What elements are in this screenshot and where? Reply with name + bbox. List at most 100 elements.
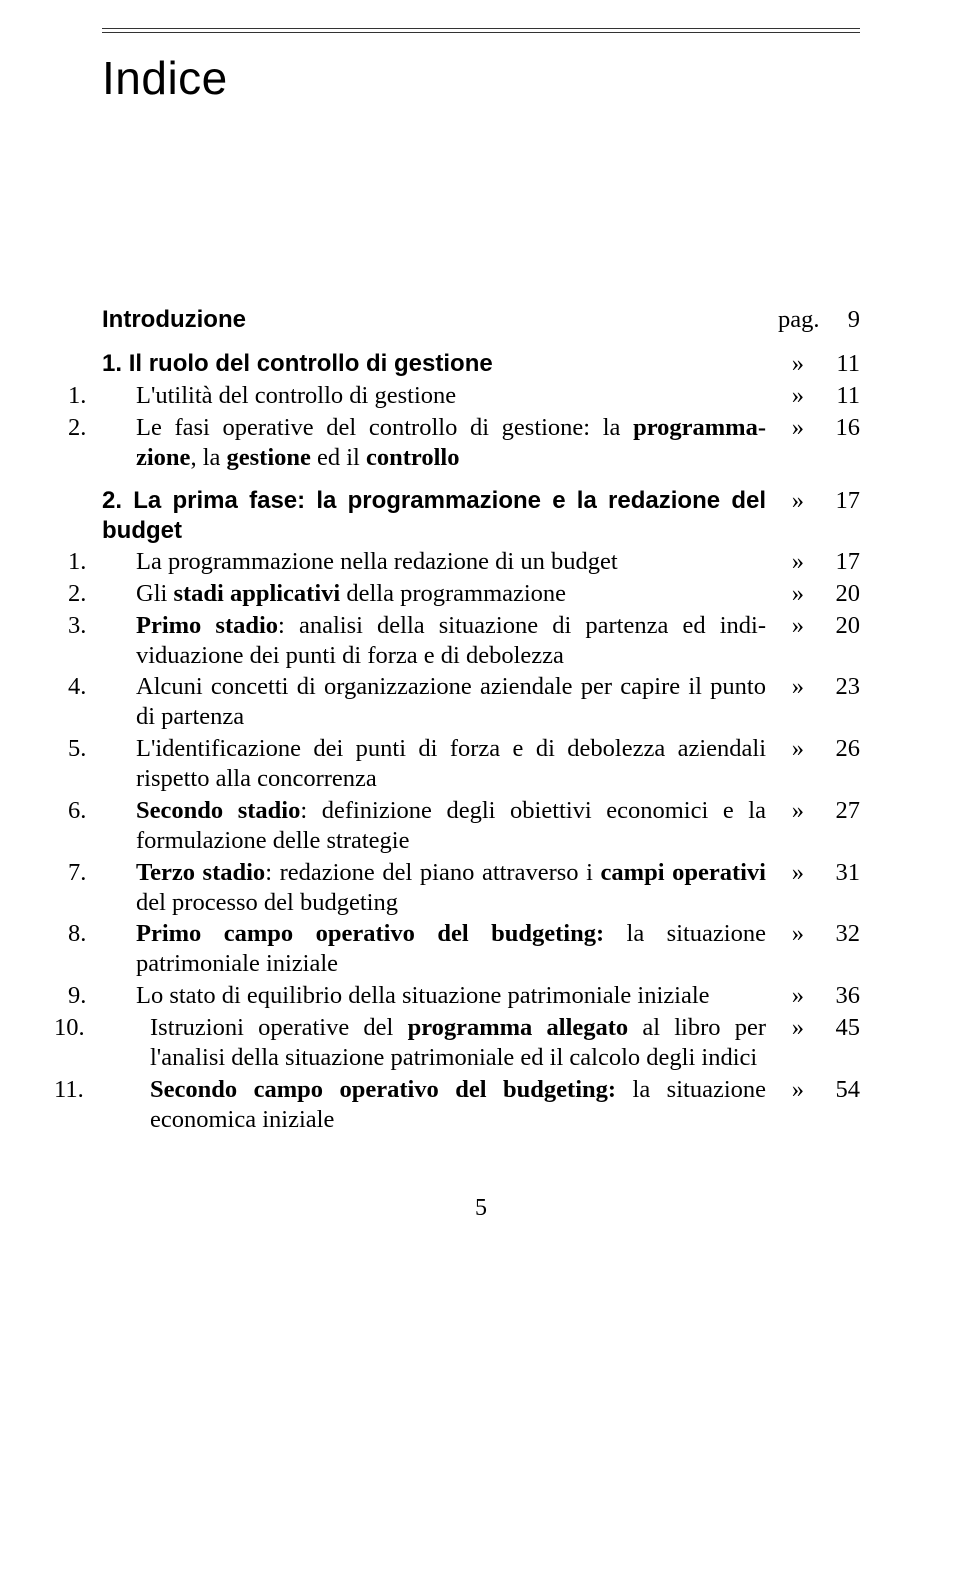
toc-entry: 1.L'utilità del controllo di gestione » …	[102, 381, 860, 411]
toc-entry-bold: stadi applicativi	[173, 580, 340, 607]
toc-entry-label: 1.L'utilità del controllo di gestione	[102, 381, 778, 411]
table-of-contents: Introduzione pag. 9 1. Il ruolo del cont…	[102, 305, 860, 1135]
toc-intro-sep: pag.	[778, 305, 812, 335]
toc-entry-sep: »	[778, 611, 812, 641]
toc-intro-row: Introduzione pag. 9	[102, 305, 860, 335]
toc-entry-label: 7.Terzo stadio: redazione del piano attr…	[102, 858, 778, 918]
toc-entry-sep: »	[778, 796, 812, 826]
toc-entry-bold: Primo stadio	[136, 612, 278, 639]
toc-entry-sep: »	[778, 1013, 812, 1043]
toc-entry-page: 45	[812, 1013, 860, 1043]
toc-entry: 2.Le fasi operative del controllo di ges…	[102, 413, 860, 473]
toc-entry: 1.La programmazione nella redazione di u…	[102, 547, 860, 577]
toc-ch1-page: 11	[812, 349, 860, 379]
toc-entry-text: Alcuni concetti di organizzazione aziend…	[136, 673, 766, 730]
toc-ch2-num: 2.	[102, 487, 122, 514]
toc-chapter1-label: 1. Il ruolo del controllo di gestione	[102, 349, 778, 378]
toc-entry-page: 32	[812, 919, 860, 949]
toc-entry: 7.Terzo stadio: redazione del piano attr…	[102, 858, 860, 918]
toc-entry-text-mid: , la	[190, 444, 226, 471]
toc-entry-label: 5.L'identificazione dei punti di forza e…	[102, 734, 778, 794]
toc-entry-num: 7.	[102, 858, 136, 888]
toc-entry-num: 2.	[102, 413, 136, 443]
toc-entry-bold: controllo	[366, 444, 459, 471]
toc-entry-bold: programma allegato	[408, 1014, 629, 1041]
toc-chapter2-row: 2. La prima fase: la programmazione e la…	[102, 486, 860, 545]
toc-entry-text: Lo stato di equilibrio della situazione …	[136, 982, 710, 1009]
page-title: Indice	[102, 51, 860, 105]
toc-entry-page: 36	[812, 981, 860, 1011]
toc-entry-sep: »	[778, 413, 812, 443]
toc-ch1-sep: »	[778, 349, 812, 379]
toc-entry-page: 11	[812, 381, 860, 411]
toc-chapter1-row: 1. Il ruolo del controllo di gestione » …	[102, 349, 860, 379]
top-rule-2	[102, 32, 860, 33]
toc-entry-text-pre: Istruzioni operative del	[150, 1014, 408, 1041]
document-page: Indice Introduzione pag. 9 1. Il ruolo d…	[0, 0, 960, 1262]
toc-entry-label: 2.Le fasi operative del controllo di ges…	[102, 413, 778, 473]
toc-entry-sep: »	[778, 672, 812, 702]
toc-entry-label: 10.Istruzioni operative del programma al…	[102, 1013, 778, 1073]
footer-page-number: 5	[102, 1195, 860, 1222]
toc-ch2-sep: »	[778, 486, 812, 516]
toc-entry-sep: »	[778, 981, 812, 1011]
toc-entry-text-post: della programmazione	[340, 580, 566, 607]
toc-entry-text-pre: Le fasi operative del controllo di gesti…	[136, 414, 633, 441]
toc-entry-page: 17	[812, 547, 860, 577]
toc-entry-num: 6.	[102, 796, 136, 826]
toc-entry: 8.Primo campo operativo del budgeting: l…	[102, 919, 860, 979]
toc-ch2-title: La prima fase: la programmazione e la re…	[102, 487, 766, 543]
toc-entry-page: 20	[812, 579, 860, 609]
toc-entry: 9.Lo stato di equilibrio della situazion…	[102, 981, 860, 1011]
toc-entry-num: 5.	[102, 734, 136, 764]
toc-entry-label: 3.Primo stadio: analisi della situazione…	[102, 611, 778, 671]
toc-entry-page: 20	[812, 611, 860, 641]
toc-entry: 3.Primo stadio: analisi della situazione…	[102, 611, 860, 671]
toc-entry: 2.Gli stadi applicativi della programmaz…	[102, 579, 860, 609]
toc-entry-num: 1.	[102, 381, 136, 411]
toc-entry-label: 2.Gli stadi applicativi della programmaz…	[102, 579, 778, 609]
toc-entry-sep: »	[778, 381, 812, 411]
toc-intro-page: 9	[812, 305, 860, 335]
toc-entry-page: 27	[812, 796, 860, 826]
toc-entry-label: 6.Secondo stadio: definizione degli obie…	[102, 796, 778, 856]
toc-entry-num: 9.	[102, 981, 136, 1011]
toc-entry-bold: Terzo stadio	[136, 859, 265, 886]
toc-entry: 11.Secondo campo operativo del budgeting…	[102, 1075, 860, 1135]
toc-entry-bold: gestione	[227, 444, 311, 471]
toc-entry-sep: »	[778, 919, 812, 949]
toc-entry-num: 4.	[102, 672, 136, 702]
toc-entry-label: 4.Alcuni concetti di organizzazione azie…	[102, 672, 778, 732]
toc-chapter2-label: 2. La prima fase: la programmazione e la…	[102, 486, 778, 545]
toc-entry-page: 16	[812, 413, 860, 443]
top-rule-1	[102, 28, 860, 29]
toc-entry-text: L'utilità del controllo di gestione	[136, 382, 456, 409]
toc-entry-bold: Secondo stadio	[136, 797, 300, 824]
toc-entry-text-pre: Gli	[136, 580, 173, 607]
toc-entry-text-mid: : redazione del piano attraverso i	[265, 859, 600, 886]
toc-entry: 6.Secondo stadio: definizione degli obie…	[102, 796, 860, 856]
toc-entry-page: 23	[812, 672, 860, 702]
toc-entry-label: 9.Lo stato di equilibrio della situazion…	[102, 981, 778, 1011]
toc-entry-page: 31	[812, 858, 860, 888]
toc-entry-num: 11.	[102, 1075, 150, 1105]
toc-entry-text-mid2: ed il	[311, 444, 366, 471]
toc-entry-label: 11.Secondo campo operativo del budgeting…	[102, 1075, 778, 1135]
toc-entry: 4.Alcuni concetti di organizzazione azie…	[102, 672, 860, 732]
toc-entry-sep: »	[778, 579, 812, 609]
toc-entry-label: 8.Primo campo operativo del budgeting: l…	[102, 919, 778, 979]
toc-entry-bold: Primo campo operativo del budgeting:	[136, 920, 604, 947]
toc-entry-page: 26	[812, 734, 860, 764]
toc-entry-label: 1.La programmazione nella redazione di u…	[102, 547, 778, 577]
toc-entry-sep: »	[778, 734, 812, 764]
toc-entry: 10.Istruzioni operative del programma al…	[102, 1013, 860, 1073]
toc-intro-label: Introduzione	[102, 305, 778, 334]
toc-entry-num: 8.	[102, 919, 136, 949]
toc-entry: 5.L'identificazione dei punti di forza e…	[102, 734, 860, 794]
toc-entry-sep: »	[778, 547, 812, 577]
toc-entry-page: 54	[812, 1075, 860, 1105]
toc-entry-sep: »	[778, 1075, 812, 1105]
toc-entry-sep: »	[778, 858, 812, 888]
toc-entry-num: 3.	[102, 611, 136, 641]
toc-entry-text: La programmazione nella redazione di un …	[136, 548, 618, 575]
